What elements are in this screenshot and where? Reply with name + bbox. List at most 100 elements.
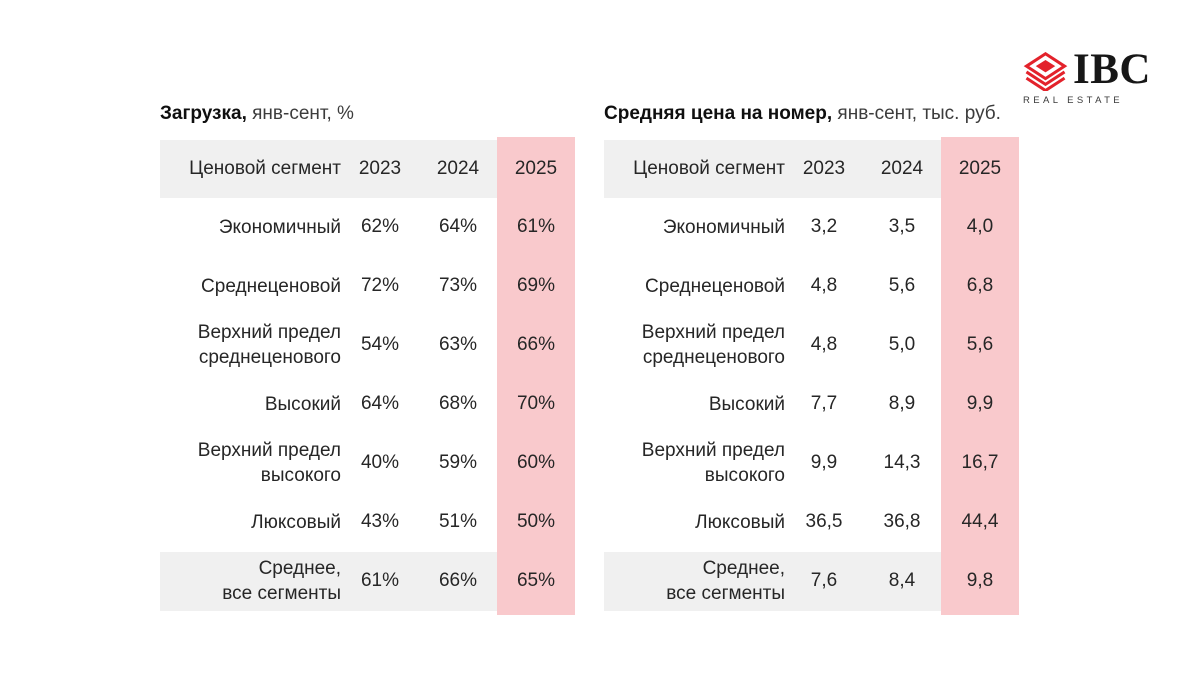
table-row: Верхний предел высокого 40% 59% 60% (160, 434, 575, 493)
row-label-line-1: Люксовый (251, 511, 341, 533)
value-2024: 59% (438, 452, 478, 474)
table-row: Высокий 64% 68% 70% (160, 375, 575, 434)
row-label-line-2: высокого (704, 465, 785, 487)
value-2024: 68% (438, 393, 478, 415)
table-row: Люксовый 36,5 36,8 44,4 (604, 493, 1019, 552)
table-row: Среднеценовой 72% 73% 69% (160, 257, 575, 316)
row-label: Экономичный (160, 198, 341, 257)
column-header-2024: 2024 (863, 139, 941, 198)
value-2025: 70% (516, 393, 556, 415)
row-label-line-1: Люксовый (695, 511, 785, 533)
table-header-row: Ценовой сегмент 2023 2024 2025 (160, 139, 575, 198)
value-2023: 7,7 (810, 393, 838, 415)
row-label: Верхний предел высокого (160, 434, 341, 493)
row-label: Среднее, все сегменты (604, 551, 785, 611)
column-header-segment: Ценовой сегмент (160, 139, 341, 198)
row-label-line-2: все сегменты (666, 583, 785, 605)
value-2023: 7,6 (785, 551, 863, 611)
table-row: Среднее, все сегменты 7,6 8,4 9,8 (604, 551, 1019, 611)
row-label-line-1: Экономичный (662, 216, 785, 238)
row-label-line-2: все сегменты (222, 583, 341, 605)
table-row: Люксовый 43% 51% 50% (160, 493, 575, 552)
value-2023: 54% (360, 334, 400, 356)
value-2024: 5,0 (888, 334, 916, 356)
column-header-2024: 2024 (419, 139, 497, 198)
logo-main: IBC (1023, 46, 1151, 93)
row-label-line-1: Верхний предел (641, 322, 785, 344)
value-2025: 16,7 (961, 452, 999, 474)
table-row: Верхний предел среднеценового 4,8 5,0 5,6 (604, 316, 1019, 375)
table-row: Среднеценовой 4,8 5,6 6,8 (604, 257, 1019, 316)
value-2025: 66% (516, 334, 556, 356)
table: Ценовой сегмент 2023 2024 2025 Экономичн… (160, 136, 575, 615)
table-row: Экономичный 3,2 3,5 4,0 (604, 198, 1019, 257)
logo: IBC REAL ESTATE (1023, 46, 1151, 106)
value-2025: 9,9 (966, 393, 994, 415)
row-label-line-2: среднеценового (198, 347, 341, 369)
logo-tagline: REAL ESTATE (1023, 95, 1124, 106)
value-2025: 9,8 (966, 570, 994, 592)
row-label-line-1: Верхний предел (197, 322, 341, 344)
column-header-2025: 2025 (514, 157, 558, 179)
row-label: Высокий (604, 375, 785, 434)
value-2023: 40% (360, 452, 400, 474)
row-label-line-1: Верхний предел (197, 440, 341, 462)
value-2024: 5,6 (888, 275, 916, 297)
table-title: Средняя цена на номер, янв-сент, тыс. ру… (604, 103, 1019, 126)
value-2023: 64% (360, 393, 400, 415)
highlight-2025-column (497, 136, 575, 615)
value-2023: 62% (360, 216, 400, 238)
column-header-2023: 2023 (785, 139, 863, 198)
value-2025: 60% (516, 452, 556, 474)
row-label: Экономичный (604, 198, 785, 257)
row-label: Верхний предел среднеценового (160, 316, 341, 375)
data-table: Загрузка, янв-сент, % Ценовой сегмент 20… (160, 103, 575, 615)
value-2025: 61% (516, 216, 556, 238)
row-label: Верхний предел высокого (604, 434, 785, 493)
value-2025: 6,8 (966, 275, 994, 297)
value-2023: 4,8 (810, 275, 838, 297)
row-label-line-1: Высокий (708, 393, 785, 415)
row-label: Высокий (160, 375, 341, 434)
value-2023: 9,9 (810, 452, 838, 474)
row-label-line-1: Среднее, (702, 558, 785, 580)
row-label-line-1: Среднее, (258, 558, 341, 580)
table-row: Среднее, все сегменты 61% 66% 65% (160, 551, 575, 611)
value-2024: 63% (438, 334, 478, 356)
table-row: Верхний предел высокого 9,9 14,3 16,7 (604, 434, 1019, 493)
data-table: Средняя цена на номер, янв-сент, тыс. ру… (604, 103, 1019, 615)
row-label: Люксовый (160, 493, 341, 552)
logo-wordmark: IBC (1073, 46, 1151, 93)
value-2024: 66% (419, 551, 497, 611)
stacked-diamond-icon (1023, 52, 1068, 91)
value-2024: 73% (438, 275, 478, 297)
row-label: Среднеценовой (160, 257, 341, 316)
value-2024: 8,9 (888, 393, 916, 415)
table-row: Экономичный 62% 64% 61% (160, 198, 575, 257)
highlight-2025-column (941, 136, 1019, 615)
row-label-line-1: Среднеценовой (645, 275, 785, 297)
table-title-rest: янв-сент, % (252, 103, 354, 124)
row-label-line-1: Экономичный (218, 216, 341, 238)
row-label: Люксовый (604, 493, 785, 552)
value-2024: 64% (438, 216, 478, 238)
value-2024: 3,5 (888, 216, 916, 238)
table-title-bold: Средняя цена на номер, (604, 103, 833, 124)
row-label-line-1: Высокий (264, 393, 341, 415)
value-2023: 4,8 (810, 334, 838, 356)
column-header-2023: 2023 (341, 139, 419, 198)
row-label: Верхний предел среднеценового (604, 316, 785, 375)
value-2025: 5,6 (966, 334, 994, 356)
value-2024: 8,4 (863, 551, 941, 611)
column-header-segment: Ценовой сегмент (604, 139, 785, 198)
value-2023: 72% (360, 275, 400, 297)
row-label-line-1: Верхний предел (641, 440, 785, 462)
table-title-rest: янв-сент, тыс. руб. (837, 103, 1001, 124)
value-2025: 65% (516, 570, 556, 592)
table-title-bold: Загрузка, (160, 103, 247, 124)
column-header-2025: 2025 (958, 157, 1002, 179)
value-2023: 43% (360, 511, 400, 533)
row-label-line-2: высокого (260, 465, 341, 487)
row-label-line-2: среднеценового (642, 347, 785, 369)
value-2024: 14,3 (883, 452, 921, 474)
